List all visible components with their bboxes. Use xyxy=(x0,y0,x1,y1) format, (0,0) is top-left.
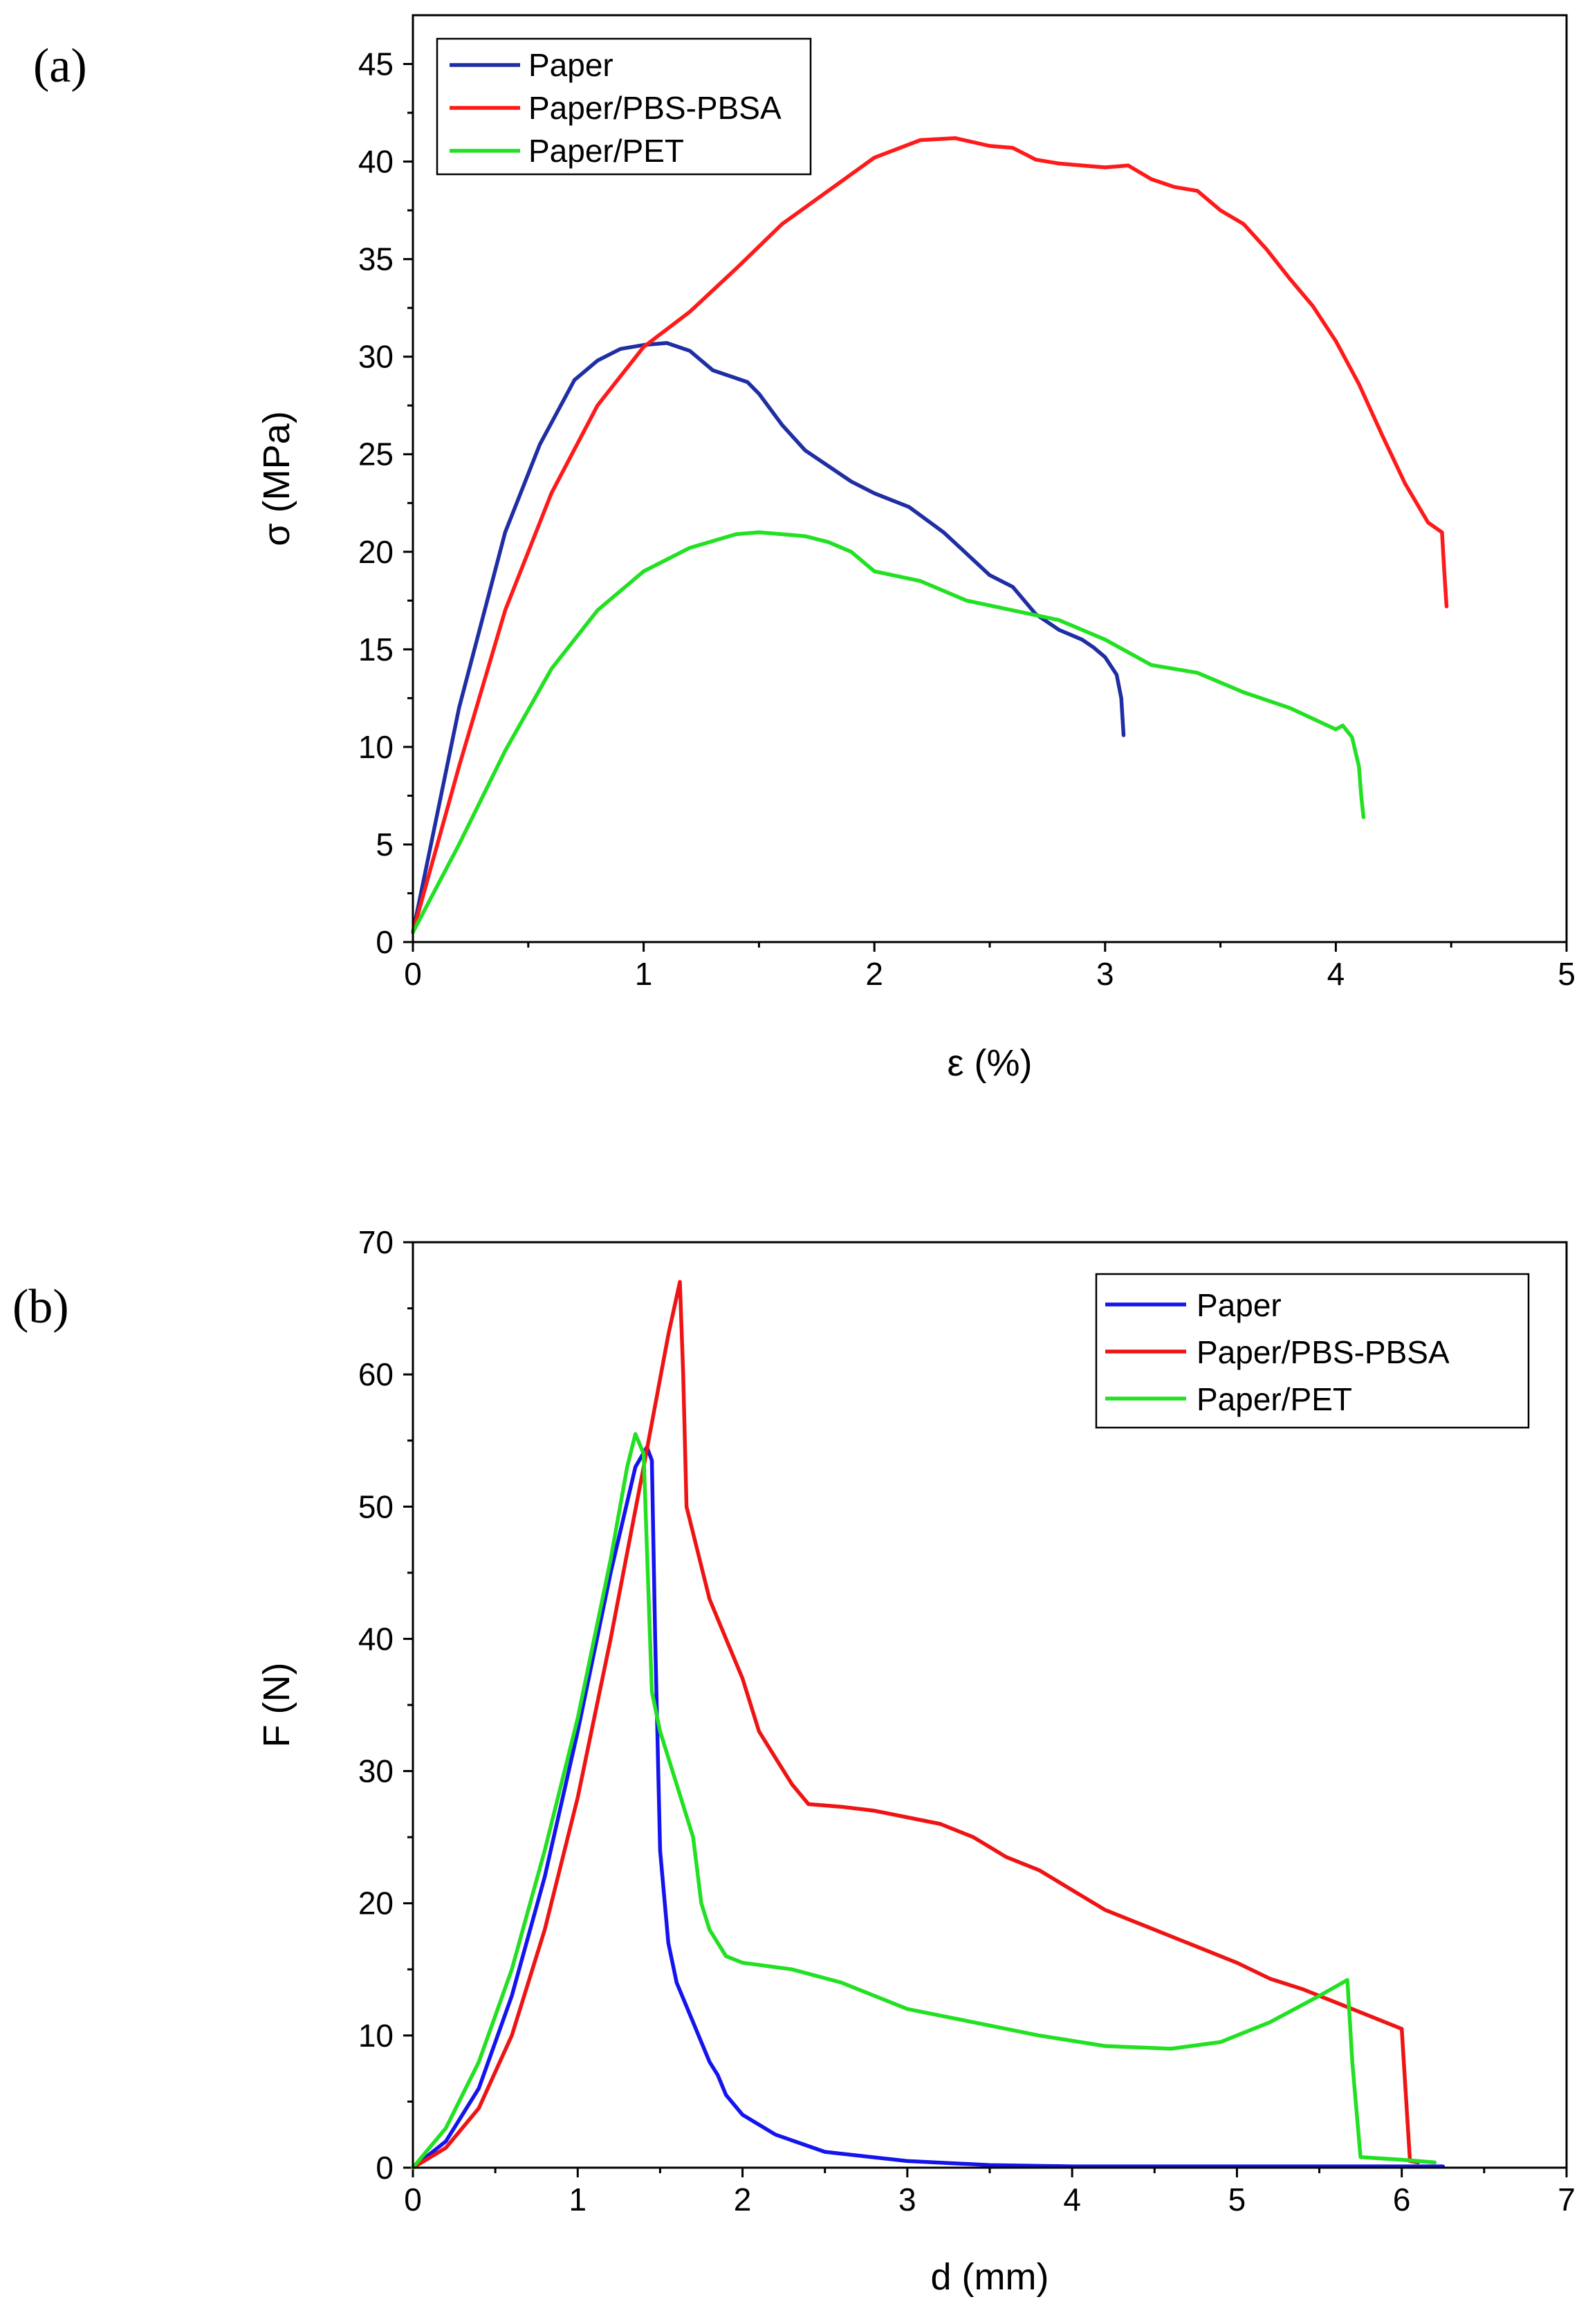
panel-a-legend-pet: Paper/PET xyxy=(528,133,684,169)
panel-a-y-tick-label: 0 xyxy=(376,924,394,960)
panel-b-y-tick-label: 60 xyxy=(358,1356,394,1392)
panel-b-y-tick-label: 40 xyxy=(358,1621,394,1657)
panel-a-x-tick-label: 1 xyxy=(635,956,653,992)
panel-b-x-tick-label: 6 xyxy=(1393,2182,1411,2217)
panel-a-x-tick-label: 4 xyxy=(1327,956,1345,992)
panel-a-y-tick-label: 20 xyxy=(358,534,394,570)
panel-b-legend-paper: Paper xyxy=(1197,1287,1282,1323)
panel-a-y-axis-label: σ (MPa) xyxy=(256,411,297,546)
panel-b-label: (b) xyxy=(12,1280,69,1334)
panel-a-x-tick-label: 3 xyxy=(1096,956,1114,992)
panel-b-y-tick-label: 20 xyxy=(358,1885,394,1921)
panel-b-series-paper-pet xyxy=(411,1432,1437,2170)
panel-b-y-axis-label: F (N) xyxy=(256,1663,297,1748)
panel-b-y-tick-label: 70 xyxy=(358,1224,394,1260)
panel-b-series xyxy=(411,1280,1446,2170)
panel-b-y-tick-label: 10 xyxy=(358,2018,394,2054)
panel-a-y-tick-label: 40 xyxy=(358,144,394,180)
panel-a-y-tick-label: 5 xyxy=(376,827,394,863)
panel-b-x-tick-label: 3 xyxy=(898,2182,916,2217)
panel-b-legend: Paper Paper/PBS-PBSA Paper/PET xyxy=(1095,1273,1530,1429)
panel-b-series-paper xyxy=(411,1445,1446,2170)
panel-b-y-tick-label: 30 xyxy=(358,1753,394,1789)
panel-a-x-axis-label: ε (%) xyxy=(947,1042,1032,1084)
panel-b-x-tick-label: 1 xyxy=(569,2182,587,2217)
panel-a-y-tick-label: 10 xyxy=(358,729,394,765)
panel-a-legend-pbs-pbsa: Paper/PBS-PBSA xyxy=(528,90,782,126)
panel-b-legend-pbs-pbsa: Paper/PBS-PBSA xyxy=(1197,1334,1450,1370)
panel-b-x-axis-label: d (mm) xyxy=(931,2256,1049,2298)
panel-b-series-paper-pbs-pbsa xyxy=(411,1280,1421,2170)
panel-b-y-tick-label: 50 xyxy=(358,1488,394,1524)
panel-a-legend-paper: Paper xyxy=(528,47,613,83)
panel-a-legend: Paper Paper/PBS-PBSA Paper/PET xyxy=(436,37,812,176)
panel-a-series-paper xyxy=(411,341,1126,934)
panel-b-x-tick-label: 7 xyxy=(1558,2182,1576,2217)
panel-a-y-tick-label: 15 xyxy=(358,631,394,667)
panel-b-y-tick-label: 0 xyxy=(376,2150,394,2186)
panel-a-y-tick-label: 25 xyxy=(358,436,394,472)
panel-a-plot-frame xyxy=(412,14,1568,943)
panel-a-y-tick-label: 45 xyxy=(358,46,394,82)
panel-b-legend-pet: Paper/PET xyxy=(1197,1381,1352,1417)
panel-a-y-tick-label: 30 xyxy=(358,339,394,375)
panel-a-x-tick-label: 0 xyxy=(404,956,422,992)
panel-b-plot-frame xyxy=(412,1241,1568,2169)
panel-b-x-tick-label: 4 xyxy=(1063,2182,1081,2217)
panel-b-x-tick-label: 2 xyxy=(734,2182,752,2217)
panel-a-y-tick-label: 35 xyxy=(358,241,394,277)
panel-b-x-tick-label: 0 xyxy=(404,2182,422,2217)
panel-a-series-paper-pbs-pbsa xyxy=(411,136,1449,934)
panel-a-x-tick-label: 2 xyxy=(865,956,883,992)
panel-a-label: (a) xyxy=(33,39,87,93)
panel-b-x-tick-label: 5 xyxy=(1228,2182,1246,2217)
panel-a-x-tick-label: 5 xyxy=(1558,956,1576,992)
panel-a-series xyxy=(411,136,1449,934)
panel-a-series-paper-pet xyxy=(411,530,1366,934)
